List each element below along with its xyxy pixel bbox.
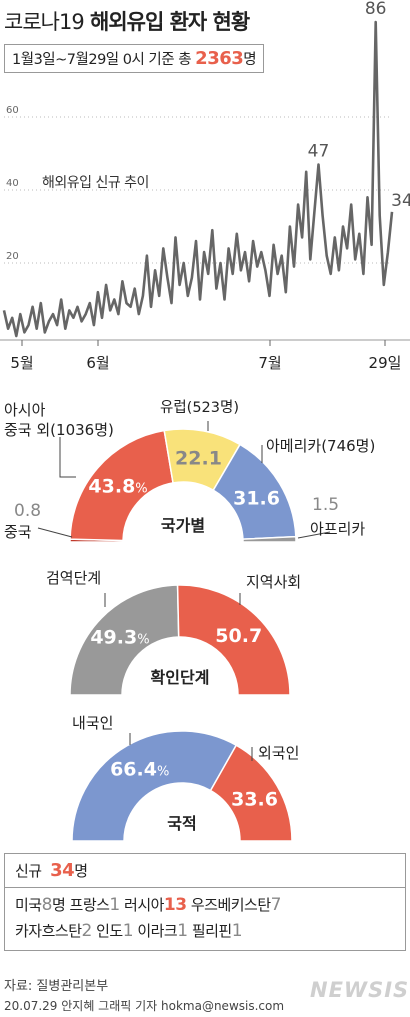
x-tick-label: 29일 (369, 354, 402, 372)
donut-slice (176, 584, 291, 696)
y-tick-label: 40 (6, 178, 19, 189)
country-unit: 명 (51, 896, 66, 914)
data-label: 34 (391, 191, 410, 211)
line-chart-y-ticks: 20 40 60 (6, 105, 19, 262)
country-count: 7 (270, 895, 282, 915)
slice-value-label: 43.8% (88, 476, 147, 498)
x-tick-label: 6월 (86, 354, 109, 372)
donut-stage-leaders (104, 593, 241, 607)
country-name: 미국 (15, 896, 42, 914)
new-cases-line1: 미국8명 프랑스1 러시아13 우즈베키스탄7 (15, 892, 395, 918)
slice-value-label: 31.6 (233, 487, 280, 509)
page-title: 코로나19 해외유입 환자 현황 (4, 6, 250, 36)
value-africa: 1.5 (312, 495, 339, 515)
slice-value-label: 33.6 (231, 789, 278, 811)
subtitle-suffix: 명 (243, 52, 257, 68)
subtitle-prefix: 1월3일~7월29일 0시 기준 총 (12, 52, 196, 68)
data-label: 47 (308, 141, 330, 161)
donut-slice (242, 535, 297, 543)
title-part2: 해외유입 환자 현황 (83, 10, 250, 34)
donut-stage: 49.3% 50.7 확인단계 검역단계 지역사회 (46, 569, 301, 696)
country-count: 2 (81, 921, 93, 941)
donut-country: 43.8% 22.1 31.6 국가별 아시아 중국 외(1036명) 유럽(523… (4, 399, 375, 543)
slice-value-label: 49.3% (90, 626, 149, 648)
line-chart-x-axis: 5월 6월 7월 29일 (10, 340, 401, 372)
newsis-watermark: NEWSIS (310, 978, 410, 1002)
country-name: 프랑스 (65, 896, 110, 914)
label-foreign: 외국인 (258, 744, 299, 762)
country-count: 1 (177, 921, 188, 941)
donut-country-leaders (37, 421, 331, 539)
country-count: 1 (231, 921, 243, 941)
donut-nationality-arcs (71, 730, 293, 842)
line-chart: 20 40 60 해외유입 신규 추이 47 86 34 5월 6월 7월 29일 (0, 0, 410, 372)
leader-asia (59, 437, 76, 478)
slice-value-label: 66.4% (110, 758, 169, 780)
x-tick-label: 5월 (10, 354, 33, 372)
country-count: 13 (163, 895, 187, 915)
line-chart-annotations: 47 86 34 (308, 0, 410, 211)
donut-nationality-leaders (129, 733, 253, 761)
leader-china (37, 527, 73, 538)
line-series (2, 20, 394, 338)
label-quarantine: 검역단계 (46, 569, 101, 587)
label-asia-line1: 아시아 (4, 401, 46, 419)
country-name: 필리핀 (187, 922, 232, 940)
credit-text: 20.07.29 안지혜 그래픽 기자 hokma@newsis.com (4, 999, 285, 1013)
data-label: 86 (365, 0, 387, 19)
donut-slice (69, 584, 180, 696)
donut-nationality: 66.4% 33.6 국적 내국인 외국인 (71, 714, 299, 842)
subtitle-box: 1월3일~7월29일 0시 기준 총 2363명 (4, 44, 265, 73)
line-chart-grid (0, 116, 410, 341)
slice-value-label: 22.1 (175, 447, 222, 469)
country-name: 인도 (91, 922, 123, 940)
donut-nationality-center-label: 국적 (167, 814, 196, 833)
label-community: 지역사회 (246, 573, 301, 591)
country-name: 우즈베키스탄 (186, 896, 271, 914)
new-cases-unit: 명 (74, 862, 88, 880)
slice-value-label: 50.7 (215, 625, 262, 647)
value-china: 0.8 (14, 501, 41, 521)
y-tick-label: 20 (6, 251, 19, 262)
new-cases-label: 신규 (15, 862, 42, 880)
label-china: 중국 (4, 523, 32, 541)
donut-stage-center-label: 확인단계 (151, 668, 210, 687)
donut-slice (209, 744, 293, 842)
donut-slice (69, 429, 174, 542)
label-africa: 아프리카 (310, 520, 365, 538)
source-text: 자료: 질병관리본부 (4, 979, 109, 994)
donut-slice (71, 730, 238, 842)
y-tick-label: 60 (6, 105, 19, 116)
x-tick-label: 7월 (258, 354, 281, 372)
new-cases-total: 34 (50, 860, 75, 881)
donut-country-center-label: 국가별 (161, 516, 205, 535)
country-count: 8 (41, 895, 53, 915)
country-count: 1 (122, 921, 134, 941)
label-europe: 유럽(523명) (160, 399, 239, 416)
new-cases-line2: 카자흐스탄2 인도1 이라크1 필리핀1 (15, 918, 395, 944)
title-part1: 코로나19 (4, 10, 85, 34)
country-count: 1 (109, 895, 120, 915)
country-name: 러시아 (119, 896, 164, 914)
country-name: 카자흐스탄 (15, 922, 82, 940)
leader-africa (297, 531, 331, 539)
line-chart-title: 해외유입 신규 추이 (42, 175, 149, 191)
new-cases-breakdown: 미국8명 프랑스1 러시아13 우즈베키스탄7 카자흐스탄2 인도1 이라크1 … (5, 888, 405, 950)
label-asia-line2: 중국 외(1036명) (4, 421, 114, 439)
donut-stage-arcs (69, 584, 291, 696)
label-korean: 내국인 (72, 714, 113, 732)
donut-nationality-values: 66.4% 33.6 (110, 758, 278, 810)
donut-country-values: 43.8% 22.1 31.6 (88, 447, 280, 509)
new-cases-box: 신규 34명 미국8명 프랑스1 러시아13 우즈베키스탄7 카자흐스탄2 인도… (4, 853, 406, 951)
country-name: 이라크 (133, 922, 178, 940)
donut-stage-values: 49.3% 50.7 (90, 625, 262, 648)
donut-country-arcs (69, 428, 297, 543)
subtitle-total: 2363 (195, 48, 244, 69)
label-america: 아메리카(746명) (266, 437, 375, 455)
new-cases-header: 신규 34명 (5, 854, 405, 888)
